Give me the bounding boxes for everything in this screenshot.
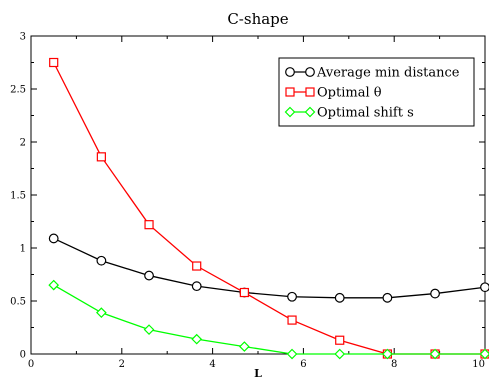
data-point — [191, 333, 203, 345]
data-point — [48, 279, 60, 291]
y-tick-label: 1 — [20, 244, 26, 255]
chart-title: C-shape — [227, 10, 288, 28]
data-point — [144, 270, 154, 281]
x-tick-label: 8 — [391, 359, 397, 370]
data-point — [143, 324, 155, 335]
data-point — [430, 288, 440, 299]
legend-label: Average min distance — [316, 66, 460, 81]
data-point — [334, 292, 345, 303]
data-point — [96, 307, 107, 319]
data-point — [239, 341, 250, 352]
data-point — [96, 255, 107, 266]
y-tick-label: 0 — [20, 350, 26, 361]
series-group — [48, 57, 489, 360]
data-point — [192, 261, 202, 271]
data-point — [49, 57, 59, 68]
legend-marker — [305, 67, 315, 77]
x-axis-label: L — [254, 367, 262, 380]
data-point — [239, 287, 249, 298]
data-point — [287, 315, 297, 325]
data-point — [334, 348, 346, 360]
legend-marker — [284, 106, 296, 118]
series-line — [53, 284, 485, 355]
data-point — [479, 348, 489, 360]
data-point — [480, 282, 489, 293]
legend-marker — [285, 67, 295, 77]
series-line — [53, 237, 486, 299]
data-point — [382, 348, 393, 360]
x-tick-label: 6 — [300, 359, 306, 370]
legend-entry: Optimal θ — [285, 86, 382, 101]
data-point — [144, 220, 154, 230]
legend-entry: Optimal shift s — [284, 106, 414, 121]
legend-marker — [285, 87, 295, 97]
data-point — [286, 348, 298, 360]
series-1 — [48, 233, 489, 303]
x-tick-label: 4 — [209, 359, 215, 370]
y-tick-label: 1.5 — [10, 191, 26, 202]
data-point — [382, 292, 393, 303]
data-point — [96, 152, 106, 162]
data-point — [335, 335, 345, 345]
x-tick-label: 0 — [28, 359, 34, 370]
y-tick-label: 0.5 — [10, 297, 26, 308]
data-point — [287, 291, 297, 302]
legend-label: Optimal θ — [317, 86, 382, 101]
y-tick-label: 3 — [20, 32, 26, 43]
x-axis: 0 2 4 6 8 10 — [28, 36, 486, 370]
series-3 — [48, 279, 489, 360]
legend-marker — [304, 106, 316, 118]
y-tick-label: 2 — [20, 138, 26, 149]
x-tick-label: 10 — [472, 359, 485, 370]
y-axis: 0 0.5 1 1.5 2 2.5 3 — [10, 32, 485, 361]
legend-marker — [305, 87, 315, 97]
legend-entry: Average min distance — [285, 66, 460, 81]
legend-label: Optimal shift s — [317, 106, 414, 121]
x-tick-label: 2 — [119, 359, 125, 370]
data-point — [429, 348, 441, 360]
y-tick-label: 2.5 — [10, 85, 26, 96]
legend: Average min distance Optimal θ Optimal shi… — [278, 57, 475, 127]
data-point — [48, 233, 59, 244]
data-point — [191, 281, 202, 292]
